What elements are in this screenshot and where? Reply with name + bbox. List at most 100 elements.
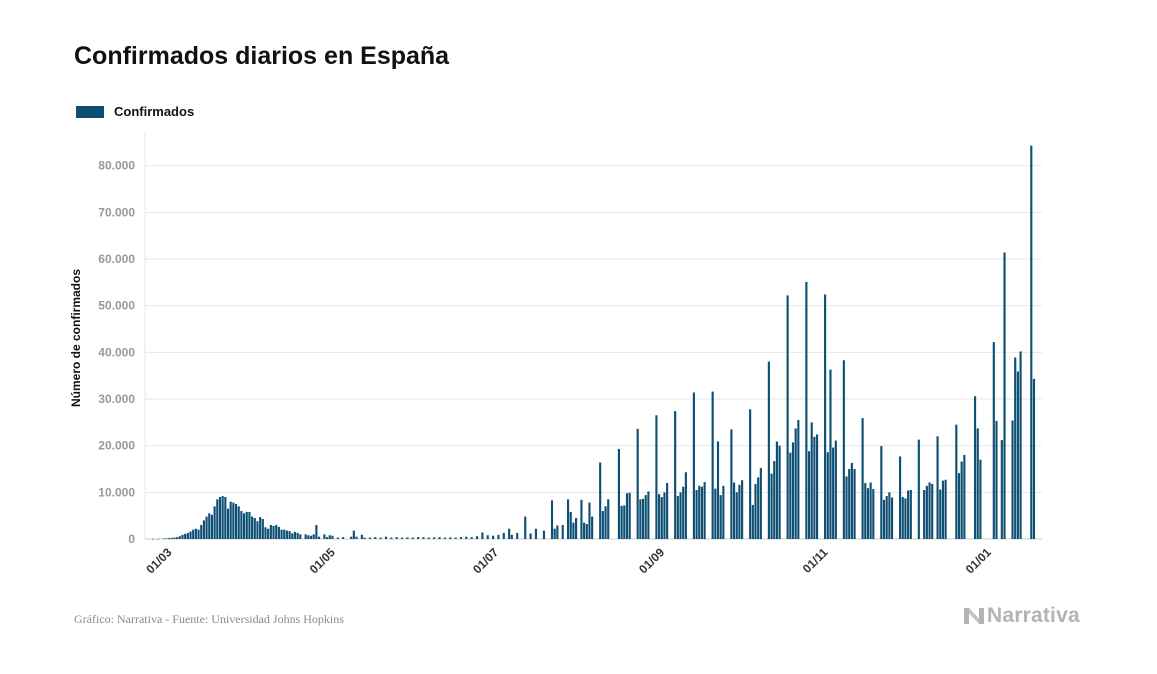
bar	[816, 434, 819, 539]
bar	[251, 516, 254, 539]
bar	[379, 537, 382, 539]
bar	[1014, 357, 1017, 539]
bar	[770, 473, 773, 539]
bar	[641, 498, 645, 539]
bar	[925, 485, 928, 539]
bar	[384, 536, 388, 539]
bar	[644, 495, 647, 539]
bar	[197, 529, 200, 539]
bar	[751, 504, 754, 539]
bar	[848, 469, 851, 539]
bar	[194, 528, 197, 539]
bar	[939, 489, 942, 539]
bar	[813, 436, 816, 539]
bar	[569, 511, 572, 539]
y-tick-label: 50.000	[98, 299, 135, 313]
bar	[722, 485, 725, 539]
x-tick-label: 01/07	[470, 545, 501, 576]
bar	[888, 492, 891, 539]
bar	[307, 535, 310, 539]
bar	[963, 455, 966, 539]
bar	[580, 499, 583, 539]
bar	[749, 409, 752, 539]
bar	[797, 420, 800, 539]
bar	[465, 536, 468, 539]
y-tick-label: 60.000	[98, 252, 135, 266]
bar	[1000, 440, 1003, 539]
bar	[730, 429, 733, 539]
bar	[422, 537, 425, 539]
bar	[261, 518, 264, 539]
bar	[885, 496, 888, 539]
bar	[162, 538, 165, 540]
bar	[218, 497, 222, 539]
bar	[221, 496, 224, 539]
bar	[711, 391, 714, 539]
bar	[264, 527, 267, 539]
bar	[438, 537, 441, 539]
bar	[234, 504, 238, 539]
bar	[869, 482, 872, 539]
bar	[355, 536, 358, 539]
x-tick-label: 01/05	[307, 545, 338, 576]
bar	[692, 392, 695, 539]
bar	[184, 533, 187, 539]
bar	[328, 535, 331, 539]
bar	[173, 537, 176, 539]
bar	[1019, 351, 1022, 539]
bar	[213, 506, 216, 539]
bar	[229, 501, 232, 539]
bar	[976, 428, 979, 539]
bar	[973, 396, 977, 539]
bar	[832, 447, 835, 539]
bar	[682, 486, 685, 539]
bar	[189, 531, 192, 539]
bar	[283, 529, 286, 539]
bars	[151, 145, 1036, 540]
legend-swatch	[76, 105, 104, 118]
bar	[168, 538, 171, 539]
bar	[834, 440, 837, 539]
bar	[861, 418, 864, 539]
bar	[232, 502, 235, 539]
y-tick-label: 30.000	[98, 392, 135, 406]
bar	[786, 295, 789, 539]
bar	[829, 369, 832, 539]
bar	[248, 511, 251, 539]
brand-name: Narrativa	[987, 604, 1080, 627]
bar	[941, 480, 944, 539]
bar	[864, 483, 867, 539]
bar	[679, 492, 682, 539]
bar	[202, 520, 205, 539]
bar	[658, 494, 661, 539]
bar	[890, 497, 894, 539]
bar	[481, 532, 484, 539]
bar	[510, 534, 513, 539]
bar	[553, 528, 556, 539]
bar	[623, 505, 626, 539]
bar	[443, 537, 446, 539]
bar	[824, 294, 827, 539]
bar	[695, 490, 698, 539]
bar	[663, 492, 666, 539]
bar	[556, 525, 559, 539]
bar	[243, 513, 246, 539]
bar	[529, 533, 532, 539]
bar	[583, 522, 586, 539]
bar	[773, 461, 776, 539]
bar	[449, 537, 452, 539]
narrativa-logo-icon	[964, 608, 984, 624]
bar	[224, 497, 227, 539]
bar	[575, 518, 578, 539]
bar	[299, 534, 302, 539]
bar	[454, 537, 457, 539]
bar	[716, 441, 720, 539]
bar	[275, 525, 278, 539]
brand-logo: Narrativa	[963, 604, 1080, 628]
bar	[433, 537, 436, 539]
bar	[178, 536, 181, 539]
bar	[280, 529, 283, 539]
bar	[599, 462, 602, 539]
bar	[317, 536, 321, 539]
bar	[192, 529, 195, 539]
